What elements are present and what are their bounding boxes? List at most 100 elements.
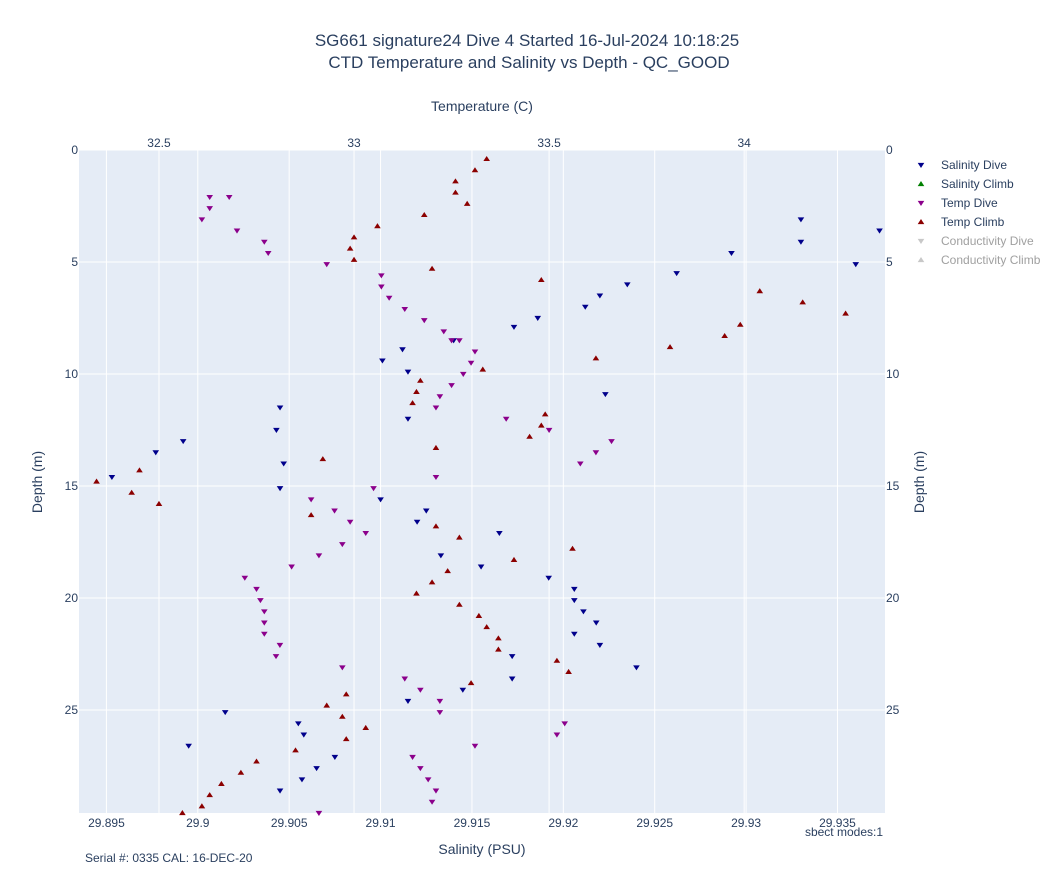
salinity-dive-point [633,665,640,671]
temp-climb-point [471,167,479,173]
legend-item-temp-climb[interactable]: Temp Climb [941,215,1005,229]
temp-dive-point [448,383,455,389]
salinity-dive-point [221,710,229,716]
temp-climb-point [155,500,163,506]
temp-climb-point [323,702,331,708]
x-tick-label: 29.91 [366,816,396,830]
temp-dive-point [459,371,467,377]
y-tick-label-left: 15 [65,479,79,493]
x2-tick-label: 33 [347,136,361,150]
salinity-dive-point [852,262,860,268]
temp-climb-point [420,211,428,218]
temp-dive-point [288,564,295,570]
temp-climb-point [456,534,463,540]
temp-dive-point [448,338,455,344]
temp-dive-point [428,799,436,805]
temp-dive-point [420,318,428,324]
y-tick-label-right: 20 [886,591,900,605]
temp-dive-point [261,620,268,626]
temp-climb-point [592,355,600,361]
x-tick-label: 29.9 [186,816,210,830]
temp-dive-point [502,416,510,422]
temp-climb-point [253,758,260,764]
temp-climb-point [553,657,561,663]
salinity-dive-point [728,250,735,257]
temp-dive-point [257,598,264,604]
temp-climb-point [483,155,490,162]
y-axis-title-left: Depth (m) [29,451,45,513]
y-tick-label-right: 0 [886,143,893,157]
temp-dive-point [276,642,284,648]
temp-dive-point [272,654,280,660]
legend-item-salinity-climb[interactable]: Salinity Climb [941,177,1014,191]
temp-dive-point [346,519,354,525]
temp-dive-point [307,497,315,503]
temp-dive-point [323,262,331,268]
temp-climb-point [799,299,806,305]
salinity-dive-point [673,271,680,277]
salinity-dive-point [179,439,187,445]
temp-climb-point [432,444,440,450]
legend-marker-conductivity-climb [917,257,925,263]
salinity-dive-point [510,324,518,330]
temp-climb-point [206,792,213,798]
salinity-dive-point [331,754,339,760]
temp-dive-point [261,609,268,615]
temp-climb-point [452,178,459,184]
salinity-dive-point [295,721,302,727]
salinity-dive-point [377,497,384,503]
temp-climb-point [510,556,518,562]
salinity-dive-point [276,486,284,492]
temp-dive-point [440,329,448,335]
legend-item-temp-dive[interactable]: Temp Dive [941,196,998,210]
salinity-dive-point [580,609,587,615]
temp-dive-point [577,461,584,467]
temp-climb-point [342,691,350,697]
temp-dive-point [264,250,272,257]
temp-climb-point [495,646,502,652]
temp-dive-point [417,687,424,693]
y-tick-label-right: 25 [886,703,900,717]
salinity-dive-point [152,450,160,456]
temp-climb-point [479,366,487,372]
temp-dive-point [331,508,338,514]
x-tick-label: 29.925 [636,816,673,830]
legend-item-salinity-dive[interactable]: Salinity Dive [941,158,1007,172]
temp-dive-point [417,766,424,772]
temp-climb-point [93,478,100,484]
temp-dive-point [206,194,213,201]
temp-dive-point [362,530,370,536]
temp-dive-point [253,586,260,592]
temp-dive-point [471,349,479,355]
legend-item-conductivity-dive[interactable]: Conductivity Dive [941,234,1034,248]
salinity-dive-point [276,405,284,411]
x-tick-label: 29.915 [454,816,491,830]
chart-subtitle: CTD Temperature and Salinity vs Depth - … [328,53,729,72]
salinity-dive-point [797,239,805,245]
y-tick-label-left: 5 [71,255,78,269]
temp-dive-point [545,427,553,433]
temp-dive-point [436,394,444,400]
temp-climb-point [417,377,424,383]
temp-dive-point [456,338,463,344]
temp-climb-point [721,332,728,338]
data-markers [93,155,883,816]
temp-climb-point [467,680,475,686]
salinity-dive-point [477,564,485,570]
salinity-dive-point [592,620,600,626]
temp-climb-point [842,310,849,316]
x2-tick-label: 32.5 [147,136,171,150]
salinity-dive-point [185,743,192,749]
x-tick-label: 29.935 [819,816,856,830]
temp-climb-point [136,467,143,473]
x-tick-label: 29.93 [731,816,761,830]
temp-climb-point [339,713,346,719]
legend-item-conductivity-climb[interactable]: Conductivity Climb [941,253,1041,267]
salinity-dive-point [508,654,516,660]
temp-dive-point [225,194,233,201]
temp-dive-point [436,710,444,716]
temp-climb-point [362,724,370,730]
temp-dive-point [378,273,385,279]
temp-dive-point [561,721,569,727]
salinity-dive-point [413,519,421,525]
